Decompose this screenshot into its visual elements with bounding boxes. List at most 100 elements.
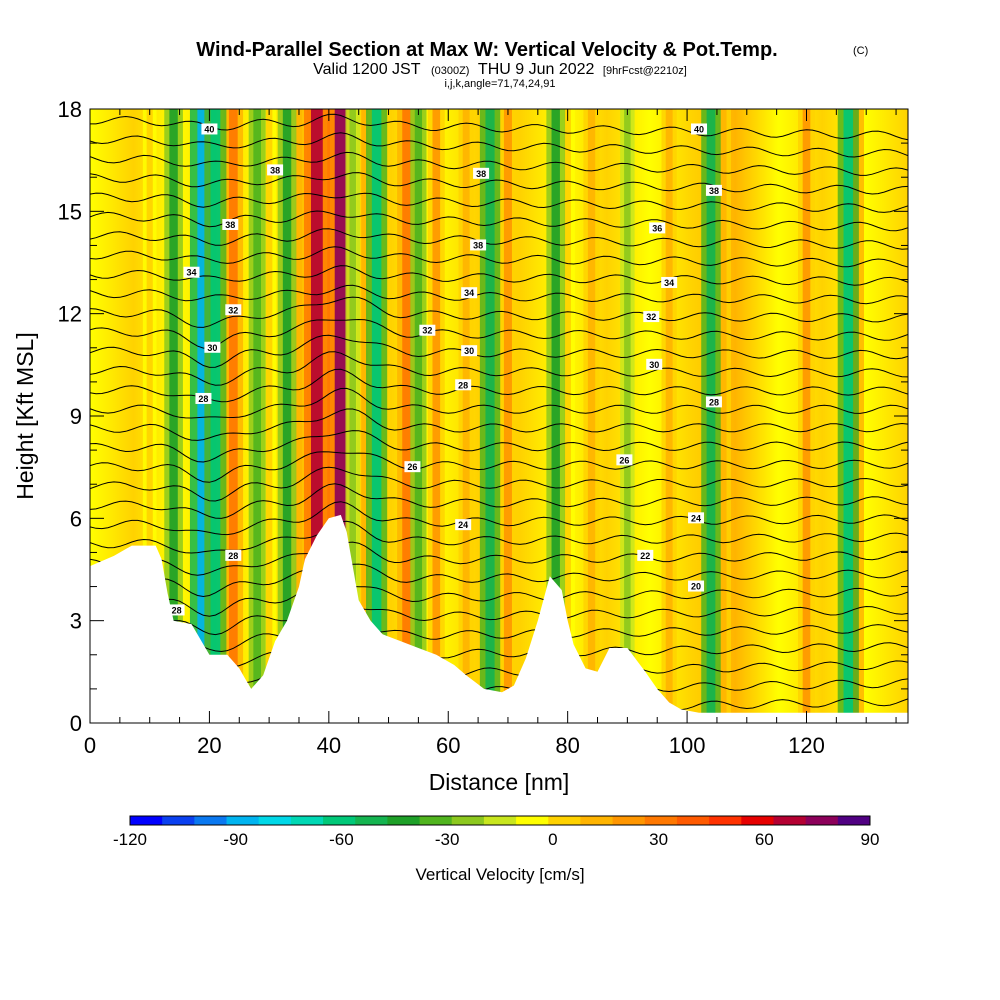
- subtitle-utc: (0300Z): [431, 65, 470, 77]
- downdraft-core-11: [706, 109, 716, 723]
- theta-contour-line: [90, 387, 908, 419]
- contour-label-bg: [473, 167, 490, 179]
- theta-contour-line: [90, 265, 908, 286]
- contour-label-bg: [267, 164, 284, 176]
- contour-label-text: 30: [649, 360, 659, 370]
- theta-contour-line: [90, 368, 908, 403]
- colorbar-swatch-5: [290, 816, 324, 825]
- updraft-core-16: [802, 109, 811, 723]
- colorbar-swatch-10: [451, 816, 485, 825]
- contour-label-bg: [646, 358, 663, 370]
- theta-contour-line: [90, 246, 908, 268]
- contour-label-bg: [195, 392, 212, 404]
- theta-contour-line: [90, 501, 908, 536]
- chart-title: Wind-Parallel Section at Max W: Vertical…: [196, 39, 777, 61]
- colorbar-frame: [129, 815, 871, 826]
- contour-label-text: 24: [458, 520, 468, 530]
- y-tick-label-5: 15: [58, 199, 82, 224]
- updraft-core-2: [228, 109, 238, 723]
- updraft-core-4: [295, 109, 303, 723]
- updraft-core-11: [503, 109, 512, 723]
- contour-label-text: 40: [694, 124, 704, 134]
- contour-label-bg: [688, 580, 705, 592]
- title-copyright-mark: (C): [853, 45, 868, 57]
- updraft-core-7: [361, 109, 369, 723]
- downdraft-core-8: [485, 109, 495, 723]
- colorbar-swatch-11: [483, 816, 517, 825]
- colorbar-tick-label-0: -120: [113, 830, 147, 849]
- contour-label-text: 22: [640, 551, 650, 561]
- updraft-core-0: [146, 109, 153, 723]
- colorbar-swatch-15: [612, 816, 646, 825]
- section-info: i,j,k,angle=71,74,24,91: [444, 78, 555, 90]
- theta-contour-line: [90, 132, 908, 158]
- theta-contour-line: [90, 151, 908, 176]
- updraft-core-8: [402, 109, 411, 723]
- contour-label-10: 32: [419, 324, 436, 336]
- contour-label-bg: [691, 123, 708, 135]
- theta-contour-line: [90, 483, 908, 519]
- x-tick-label-6: 120: [788, 733, 825, 758]
- y-tick-label-2: 6: [70, 506, 82, 531]
- updraft-core-9: [432, 109, 441, 723]
- contour-label-text: 40: [204, 124, 214, 134]
- x-axis-label: Distance [nm]: [429, 769, 570, 795]
- contour-label-20: 30: [646, 358, 663, 370]
- colorbar: [129, 815, 871, 826]
- contour-label-12: 28: [455, 379, 472, 391]
- contour-label-text: 32: [228, 305, 238, 315]
- contour-label-text: 24: [691, 513, 701, 523]
- downdraft-core-2: [210, 109, 221, 723]
- colorbar-swatch-8: [387, 816, 421, 825]
- colorbar-swatch-4: [258, 816, 292, 825]
- contour-label-text: 38: [476, 169, 486, 179]
- theta-contour-line: [90, 541, 908, 576]
- downdraft-core-3: [253, 109, 262, 723]
- downdraft-core-9: [551, 109, 560, 723]
- y-tick-label-4: 12: [58, 302, 82, 327]
- x-tick-label-3: 60: [436, 733, 460, 758]
- contour-label-bg: [419, 324, 436, 336]
- colorbar-tick-label-5: 30: [649, 830, 668, 849]
- updraft-core-12: [564, 109, 571, 723]
- contour-label-bg: [404, 461, 421, 473]
- updraft-core-14: [665, 109, 673, 723]
- contour-label-text: 34: [464, 288, 474, 298]
- theta-contour-line: [90, 172, 908, 195]
- contour-label-bg: [455, 519, 472, 531]
- contour-label-text: 38: [225, 220, 235, 230]
- theta-contour-line: [90, 351, 908, 386]
- theta-contour-line: [90, 284, 908, 305]
- contour-label-7: 38: [473, 167, 490, 179]
- colorbar-swatch-19: [741, 816, 774, 825]
- colorbar-swatch-13: [548, 816, 581, 825]
- contour-label-0: 40: [201, 123, 218, 135]
- colorbar-swatch-20: [773, 816, 807, 825]
- x-tick-label-0: 0: [84, 733, 96, 758]
- contour-label-2: 38: [222, 218, 239, 230]
- theta-contour-line: [90, 296, 908, 328]
- colorbar-swatch-9: [419, 816, 453, 825]
- x-axis: 0 20 40 60 80 100 120: [84, 109, 897, 758]
- plot-area: 40 38 38 34 32 30 28 38 38 34 32 30 28 26 24 40 38 36 34 32…: [90, 109, 908, 723]
- contour-label-9: 34: [461, 287, 478, 299]
- subtitle-forecast: [9hrFcst@2210z]: [603, 65, 687, 77]
- colorbar-tick-label-2: -60: [329, 830, 354, 849]
- contour-label-3: 34: [183, 266, 200, 278]
- contour-label-text: 28: [228, 551, 238, 561]
- contour-label-bg: [661, 276, 678, 288]
- contour-label-11: 30: [461, 345, 478, 357]
- contour-label-26: 28: [225, 549, 242, 561]
- y-tick-label-0: 0: [70, 711, 82, 736]
- contour-label-17: 36: [649, 222, 666, 234]
- colorbar-tick-label-7: 90: [861, 830, 880, 849]
- theta-contour-line: [90, 318, 908, 349]
- contour-label-text: 30: [464, 346, 474, 356]
- colorbar-swatch-3: [226, 816, 260, 825]
- colorbar-swatch-14: [580, 816, 614, 825]
- contour-label-bg: [455, 379, 472, 391]
- contour-label-14: 24: [455, 519, 472, 531]
- colorbar-swatch-17: [676, 816, 710, 825]
- x-tick-label-2: 40: [317, 733, 341, 758]
